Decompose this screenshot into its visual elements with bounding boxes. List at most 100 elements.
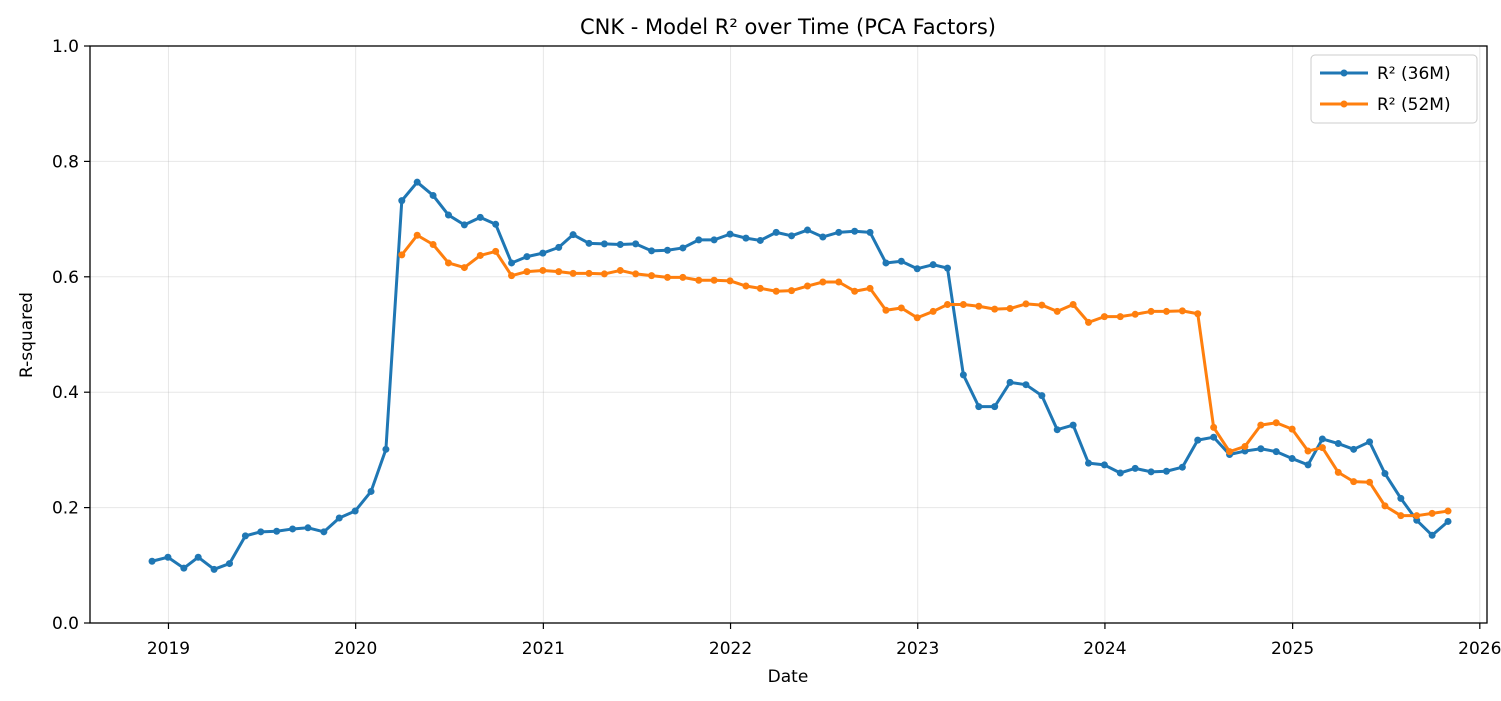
data-point: [1100, 461, 1108, 469]
data-point: [1038, 301, 1046, 309]
data-point: [851, 227, 859, 235]
data-point: [710, 276, 718, 284]
data-point: [1257, 421, 1265, 429]
data-point: [648, 272, 656, 280]
data-point: [1162, 307, 1170, 315]
y-tick-label: 0.4: [52, 383, 79, 403]
data-point: [1210, 423, 1218, 431]
data-point: [241, 532, 249, 540]
data-point: [1241, 442, 1249, 450]
data-point: [1318, 444, 1326, 452]
data-point: [444, 211, 452, 219]
data-point: [632, 240, 640, 248]
data-point: [1444, 507, 1452, 515]
data-point: [1397, 512, 1405, 520]
data-point: [1116, 313, 1124, 321]
data-point: [1444, 517, 1452, 525]
data-point: [1194, 310, 1202, 318]
data-point: [1022, 381, 1030, 389]
data-point: [772, 228, 780, 236]
data-point: [1381, 502, 1389, 510]
data-point: [695, 276, 703, 284]
data-point: [1069, 301, 1077, 308]
data-point: [1116, 469, 1124, 477]
data-point: [508, 259, 516, 267]
data-point: [289, 525, 297, 533]
x-tick-label: 2024: [1083, 639, 1126, 659]
data-point: [1288, 425, 1296, 433]
data-point: [943, 264, 951, 272]
legend-label-36m: R² (36M): [1377, 64, 1451, 84]
data-point: [819, 233, 827, 241]
y-axis-label: R-squared: [17, 292, 37, 378]
x-axis-ticks: 2019 2020 2021 2022 2023 2024 2025 2026: [147, 623, 1501, 659]
x-tick-label: 2020: [334, 639, 377, 659]
data-point: [1334, 440, 1342, 448]
x-tick-label: 2023: [896, 639, 939, 659]
data-point: [1257, 445, 1265, 453]
y-tick-label: 0.8: [52, 152, 79, 172]
data-point: [1194, 436, 1202, 444]
data-point: [539, 249, 547, 257]
data-point: [1210, 433, 1218, 441]
data-point: [1100, 313, 1108, 321]
data-point: [429, 191, 437, 199]
data-point: [835, 228, 843, 236]
data-point: [616, 240, 624, 248]
data-point: [320, 528, 328, 536]
data-point: [335, 514, 343, 522]
data-point: [1085, 459, 1093, 467]
data-point: [1085, 318, 1093, 326]
data-point: [210, 565, 218, 573]
data-point: [1162, 467, 1170, 475]
data-point: [959, 301, 967, 308]
legend-marker-36m: [1340, 69, 1348, 77]
data-point: [367, 487, 375, 495]
data-point: [803, 226, 811, 234]
legend-label-52m: R² (52M): [1377, 95, 1451, 115]
data-point: [398, 197, 406, 205]
data-point: [1304, 461, 1312, 469]
data-point: [742, 234, 750, 242]
data-point: [943, 301, 951, 308]
data-point: [476, 251, 484, 259]
data-point: [1304, 447, 1312, 455]
data-point: [1350, 445, 1358, 453]
data-point: [585, 239, 593, 247]
data-point: [508, 272, 516, 280]
data-point: [492, 247, 500, 255]
x-tick-label: 2025: [1271, 639, 1314, 659]
data-point: [585, 269, 593, 277]
data-point: [1178, 463, 1186, 471]
data-point: [897, 257, 905, 265]
data-point: [1366, 438, 1374, 446]
data-point: [1006, 305, 1014, 313]
data-point: [148, 557, 156, 565]
data-point: [225, 560, 233, 568]
data-point: [1397, 494, 1405, 502]
data-point: [632, 270, 640, 278]
data-point: [539, 266, 547, 274]
data-point: [460, 264, 468, 272]
data-point: [194, 553, 202, 561]
data-point: [1147, 307, 1155, 315]
data-point: [710, 236, 718, 244]
data-point: [616, 266, 624, 274]
data-point: [398, 251, 406, 259]
data-point: [1069, 421, 1077, 429]
data-point: [851, 287, 859, 295]
data-point: [742, 282, 750, 290]
data-point: [351, 507, 359, 515]
data-point: [1272, 419, 1280, 427]
y-tick-label: 0.0: [52, 614, 79, 634]
y-tick-label: 0.2: [52, 499, 79, 519]
data-point: [866, 284, 874, 292]
data-point: [555, 243, 563, 251]
data-point: [1288, 455, 1296, 463]
data-point: [663, 246, 671, 254]
data-point: [164, 553, 172, 561]
series-group: [148, 178, 1452, 573]
y-tick-label: 0.6: [52, 268, 79, 288]
data-point: [897, 304, 905, 312]
